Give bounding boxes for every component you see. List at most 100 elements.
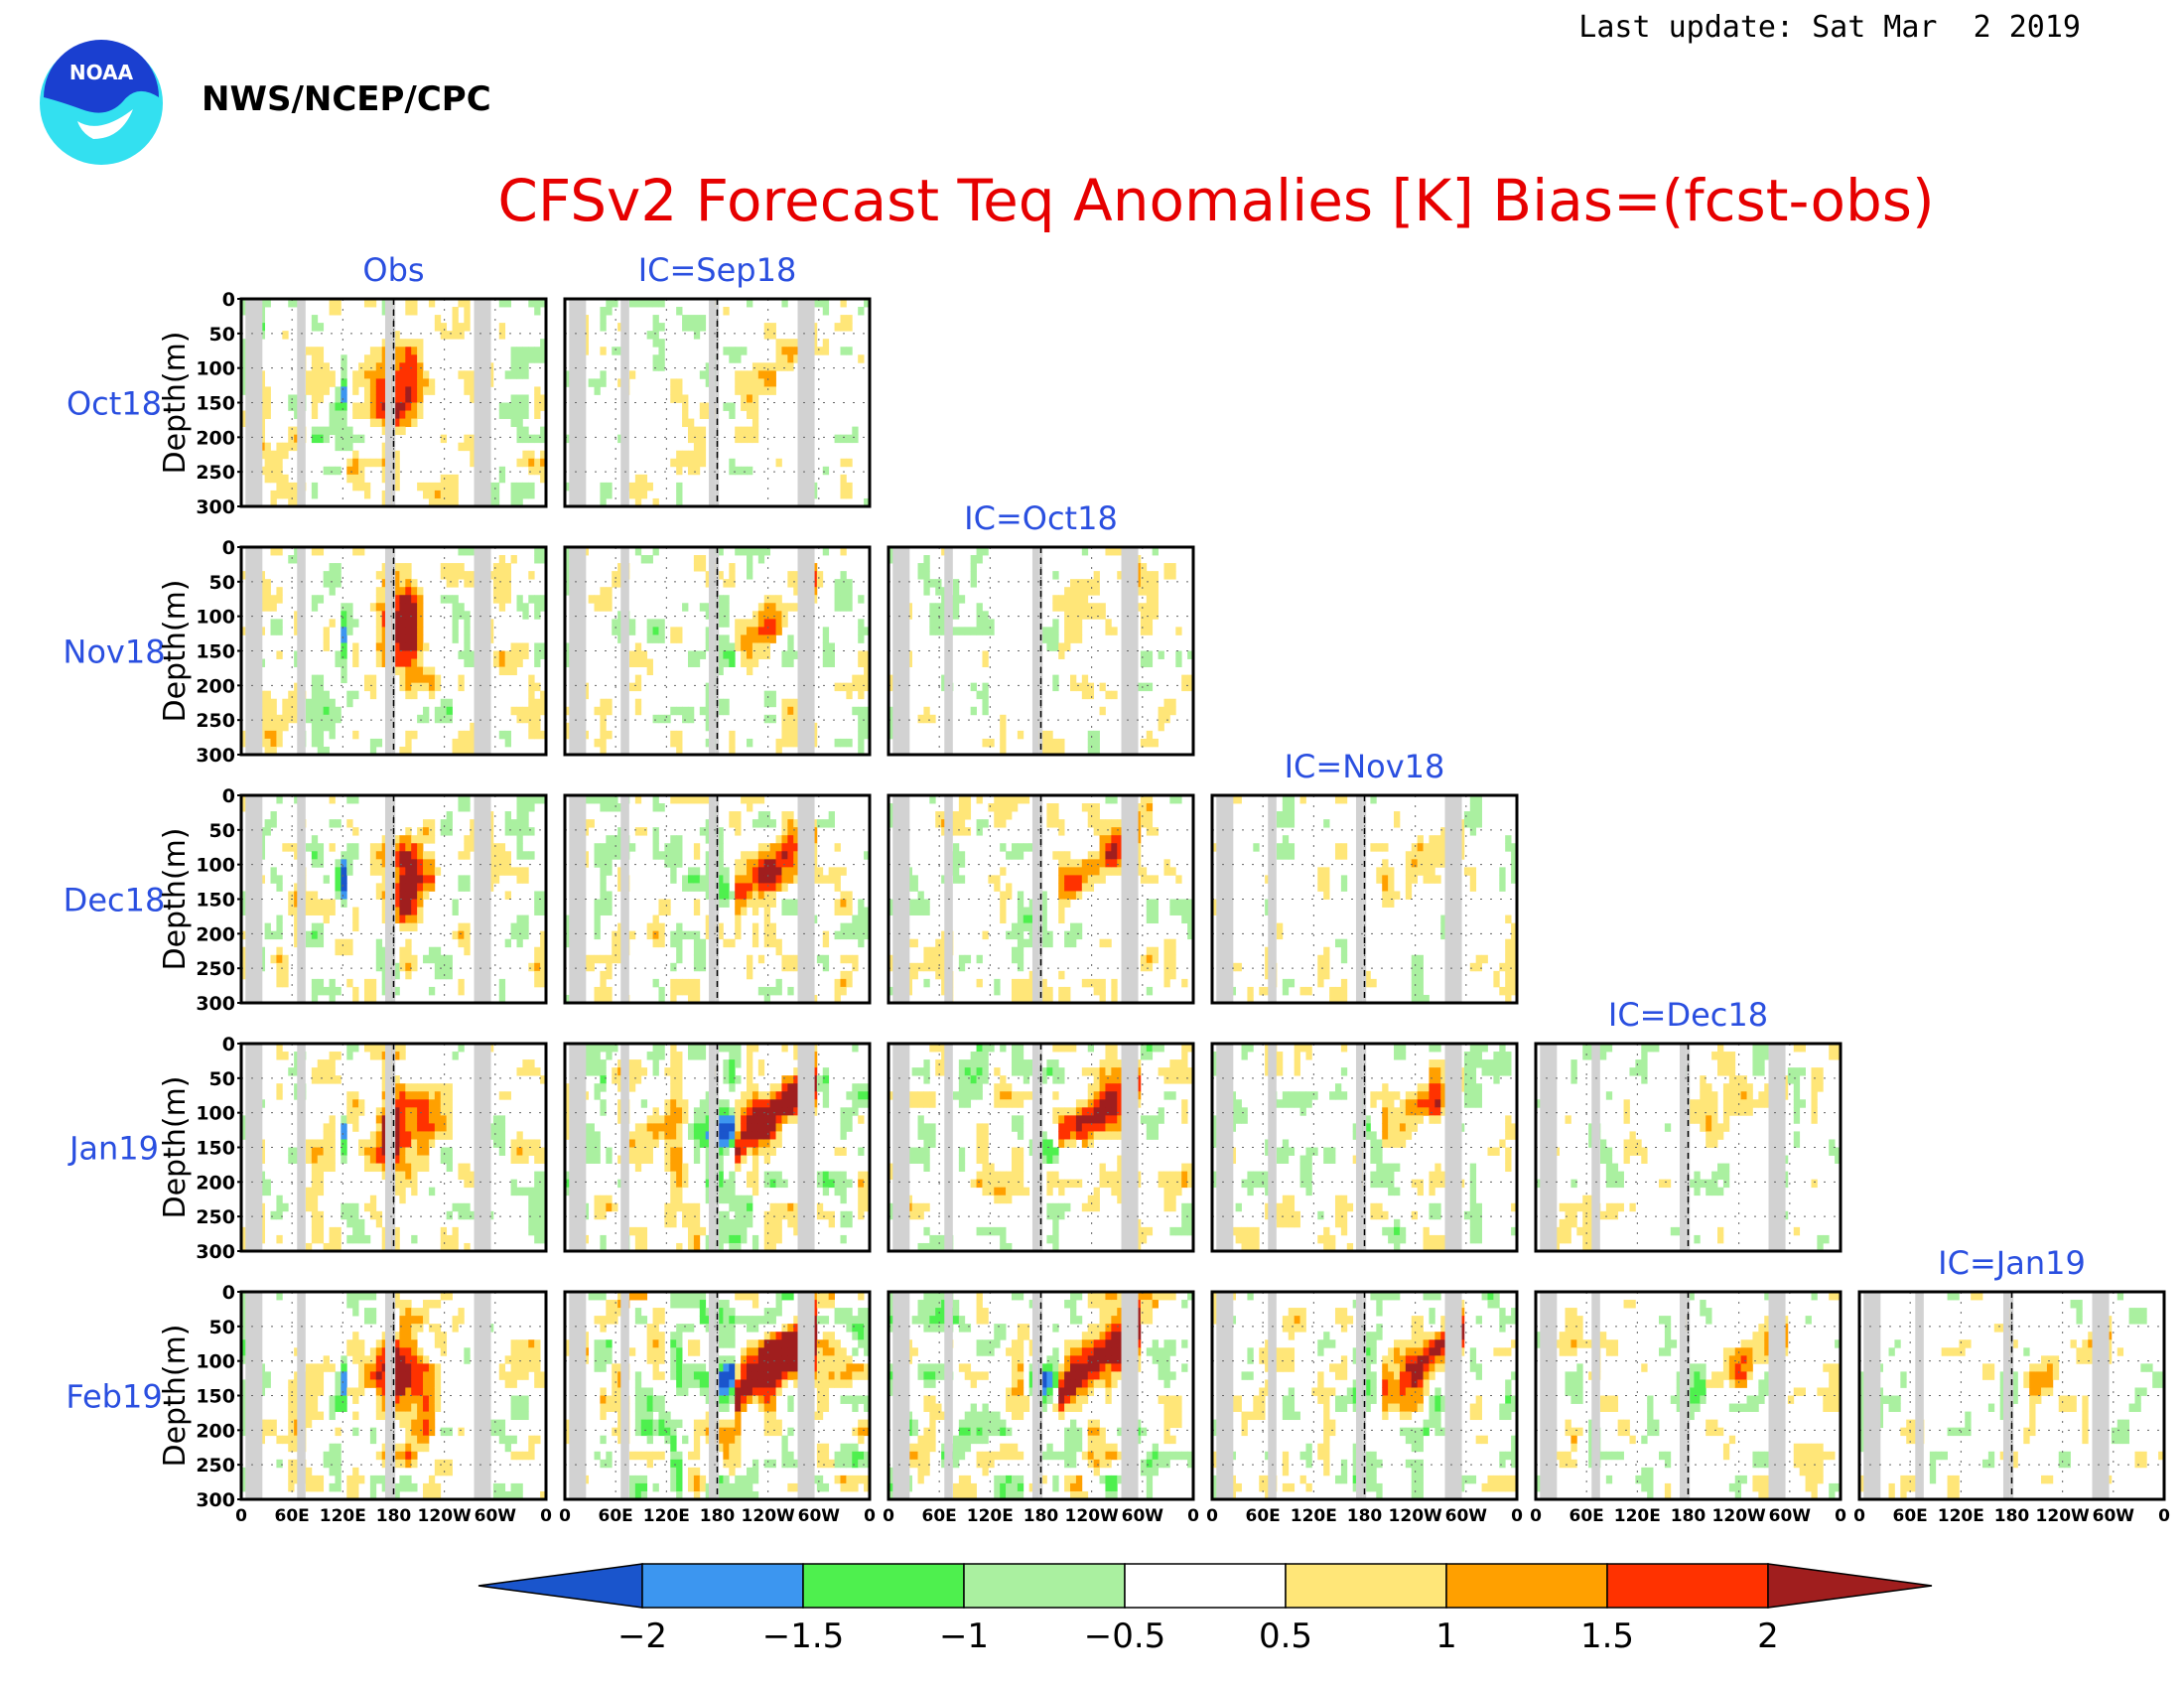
anomaly-cell	[1105, 835, 1112, 844]
anomaly-cell	[399, 891, 406, 900]
anomaly-cell	[446, 579, 453, 588]
anomaly-cell	[405, 1163, 412, 1173]
anomaly-cell	[464, 843, 471, 852]
anomaly-cell	[594, 1147, 601, 1156]
anomaly-cell	[294, 299, 301, 308]
anomaly-cell	[1093, 859, 1100, 868]
anomaly-cell	[741, 1234, 748, 1244]
anomaly-cell	[516, 819, 523, 828]
anomaly-cell	[492, 579, 500, 588]
anomaly-cell	[311, 426, 319, 436]
anomaly-cell	[600, 738, 607, 748]
anomaly-cell	[646, 1052, 653, 1060]
anomaly-cell	[516, 914, 523, 924]
anomaly-cell	[751, 1123, 759, 1132]
anomaly-cell	[417, 859, 424, 868]
anomaly-cell	[751, 907, 759, 915]
anomaly-cell	[1017, 914, 1024, 924]
anomaly-cell	[888, 714, 895, 724]
anomaly-cell	[417, 907, 424, 915]
anomaly-cell	[982, 1131, 989, 1140]
anomaly-cell	[1040, 978, 1047, 988]
anomaly-cell	[1511, 930, 1518, 940]
anomaly-cell	[729, 1123, 736, 1132]
anomaly-cell	[751, 930, 759, 940]
anomaly-cell	[346, 442, 353, 452]
anomaly-cell	[1163, 954, 1170, 964]
anomaly-cell	[446, 1210, 453, 1220]
anomaly-cell	[1140, 563, 1148, 572]
anomaly-cell	[763, 1234, 771, 1244]
anomaly-cell	[628, 1083, 636, 1092]
anomaly-cell	[393, 883, 400, 892]
anomaly-cell	[628, 1147, 636, 1156]
anomaly-cell	[935, 819, 942, 828]
anomaly-cell	[705, 1091, 712, 1100]
anomaly-cell	[606, 490, 613, 499]
anomaly-cell	[888, 722, 895, 732]
anomaly-cell	[617, 378, 624, 387]
anomaly-cell	[363, 490, 371, 499]
anomaly-cell	[747, 1131, 753, 1140]
anomaly-cell	[341, 875, 347, 884]
anomaly-cell	[341, 1139, 347, 1148]
anomaly-cell	[317, 1179, 325, 1189]
anomaly-cell	[369, 674, 377, 684]
anomaly-cell	[735, 1218, 742, 1228]
anomaly-cell	[747, 954, 753, 964]
anomaly-cell	[498, 843, 506, 852]
anomaly-cell	[294, 1147, 301, 1156]
anomaly-cell	[317, 922, 325, 932]
anomaly-cell	[640, 1155, 648, 1164]
land-mask	[797, 547, 815, 755]
anomaly-cell	[428, 1123, 436, 1132]
anomaly-cell	[264, 474, 271, 484]
anomaly-cell	[540, 698, 547, 708]
anomaly-cell	[769, 1210, 776, 1220]
anomaly-cell	[528, 1218, 535, 1228]
anomaly-cell	[270, 698, 277, 708]
anomaly-cell	[405, 851, 412, 860]
anomaly-cell	[498, 650, 506, 659]
anomaly-cell	[317, 386, 325, 395]
anomaly-cell	[399, 1123, 406, 1132]
anomaly-cell	[305, 843, 313, 852]
anomaly-cell	[417, 619, 424, 628]
anomaly-cell	[381, 851, 388, 860]
anomaly-cell	[270, 867, 277, 876]
anomaly-cell	[1440, 914, 1447, 924]
anomaly-cell	[276, 970, 283, 980]
anomaly-cell	[670, 1075, 677, 1084]
anomaly-cell	[1117, 843, 1124, 852]
anomaly-cell	[917, 1123, 924, 1132]
anomaly-cell	[1152, 603, 1159, 612]
anomaly-cell	[840, 1218, 847, 1228]
anomaly-cell	[428, 1083, 436, 1092]
anomaly-cell	[393, 1115, 400, 1124]
anomaly-cell	[723, 698, 730, 708]
anomaly-cell	[612, 1044, 618, 1053]
anomaly-cell	[399, 394, 406, 403]
anomaly-cell	[534, 899, 541, 908]
anomaly-cell	[594, 907, 601, 915]
anomaly-cell	[705, 827, 712, 836]
anomaly-cell	[464, 1242, 471, 1252]
anomaly-cell	[393, 418, 400, 428]
anomaly-cell	[464, 946, 471, 956]
anomaly-cell	[775, 875, 782, 884]
anomaly-cell	[988, 803, 995, 812]
anomaly-cell	[682, 930, 689, 940]
anomaly-cell	[976, 1147, 983, 1156]
anomaly-cell	[664, 1131, 671, 1140]
anomaly-cell	[317, 907, 325, 915]
anomaly-cell	[699, 1044, 707, 1053]
anomaly-cell	[411, 690, 418, 700]
anomaly-cell	[958, 1091, 966, 1100]
anomaly-cell	[628, 658, 636, 667]
anomaly-cell	[428, 666, 436, 676]
anomaly-cell	[411, 891, 418, 900]
anomaly-cell	[793, 354, 800, 363]
anomaly-cell	[540, 1179, 547, 1189]
anomaly-cell	[399, 883, 406, 892]
anomaly-cell	[317, 851, 325, 860]
